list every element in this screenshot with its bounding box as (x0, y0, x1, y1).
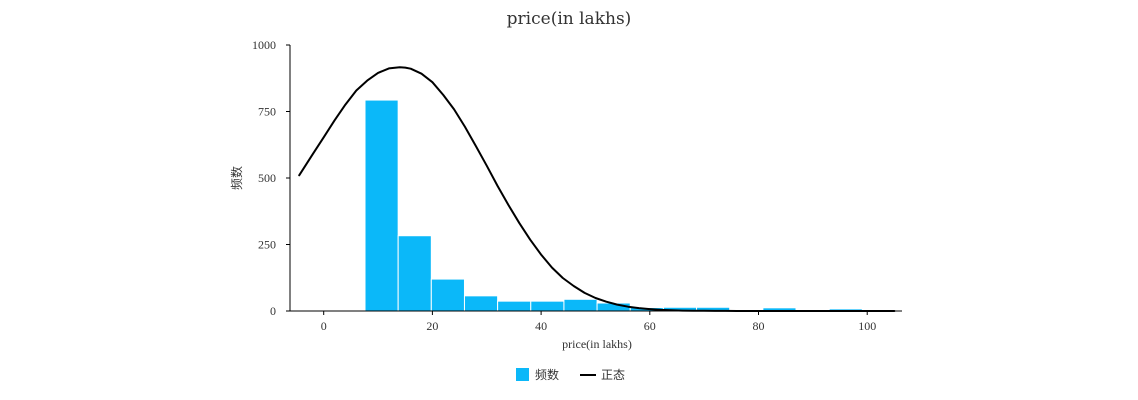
x-tick-label: 100 (858, 319, 876, 333)
legend-item-histogram[interactable]: 频数 (516, 367, 559, 382)
x-tick-label: 0 (321, 319, 327, 333)
chart-title: price(in lakhs) (507, 9, 632, 29)
histogram-bar[interactable] (397, 235, 432, 312)
legend-swatch-histogram (516, 368, 529, 381)
y-tick-label: 250 (258, 238, 276, 252)
x-axis-ticks: 0 20 40 60 80 100 (321, 311, 876, 333)
x-tick-label: 80 (753, 319, 765, 333)
histogram-bar[interactable] (497, 300, 532, 312)
histogram-bars (364, 99, 896, 312)
legend-item-normal[interactable]: 正态 (580, 368, 625, 382)
x-tick-label: 60 (644, 319, 656, 333)
y-tick-label: 500 (258, 171, 276, 185)
legend-label-histogram: 频数 (535, 367, 559, 382)
histogram-bar[interactable] (463, 295, 499, 312)
y-axis-title: 频数 (229, 166, 244, 190)
x-axis-title: price(in lakhs) (562, 337, 632, 351)
histogram-bar[interactable] (563, 298, 598, 312)
histogram-bar[interactable] (530, 300, 565, 312)
y-tick-label: 1000 (252, 38, 276, 52)
legend-label-normal: 正态 (601, 368, 625, 382)
x-tick-label: 40 (535, 319, 547, 333)
histogram-bar[interactable] (430, 278, 465, 312)
legend[interactable]: 频数 正态 (516, 367, 625, 382)
y-tick-label: 0 (270, 304, 276, 318)
histogram-bar[interactable] (364, 99, 399, 312)
y-tick-label: 750 (258, 105, 276, 119)
x-tick-label: 20 (426, 319, 438, 333)
y-axis-ticks: 0 250 500 750 1000 (252, 38, 290, 318)
